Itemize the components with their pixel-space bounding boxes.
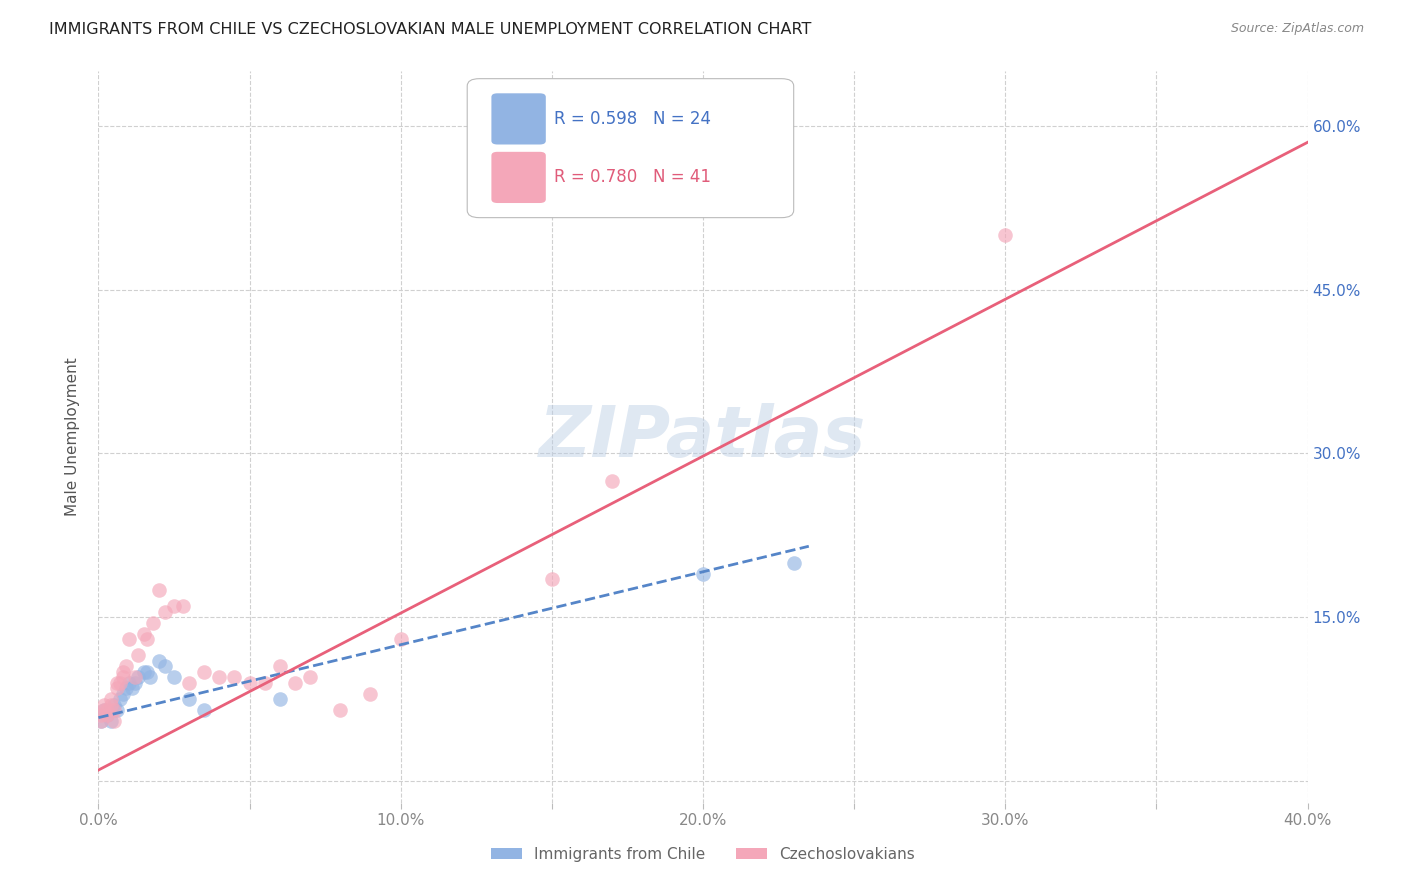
Point [111,670,134,684]
Y-axis label: Male Unemployment: Male Unemployment [65,358,80,516]
Legend: Immigrants from Chile, Czechoslovakians: Immigrants from Chile, Czechoslovakians [485,841,921,868]
Point [179,675,201,690]
Point [142,615,165,630]
Point [148,654,170,668]
Point [153,659,176,673]
Point [127,670,149,684]
Point [90,714,112,728]
Point [179,692,201,706]
Point [93,703,115,717]
Point [540,572,562,586]
Point [121,681,143,695]
Point [100,698,122,712]
Point [111,687,134,701]
Point [96,708,118,723]
Point [193,665,215,679]
Point [139,670,162,684]
Point [124,675,146,690]
Point [93,698,115,712]
Point [132,626,155,640]
Point [100,692,122,706]
Point [692,566,714,581]
Point [124,670,146,684]
Point [103,698,125,712]
Point [132,665,155,679]
Point [253,675,276,690]
Point [114,659,136,673]
Point [783,556,806,570]
Point [208,670,231,684]
Point [105,675,128,690]
Point [172,599,194,614]
Point [108,692,131,706]
Text: R = 0.780   N = 41: R = 0.780 N = 41 [554,169,711,186]
Point [118,632,141,646]
Point [329,703,352,717]
Point [100,714,122,728]
FancyBboxPatch shape [492,94,546,145]
Point [105,703,128,717]
Point [93,703,115,717]
Point [299,670,322,684]
Point [994,228,1017,243]
Point [269,692,291,706]
Point [602,474,624,488]
Text: Source: ZipAtlas.com: Source: ZipAtlas.com [1230,22,1364,36]
Point [269,659,291,673]
Point [239,675,262,690]
Text: IMMIGRANTS FROM CHILE VS CZECHOSLOVAKIAN MALE UNEMPLOYMENT CORRELATION CHART: IMMIGRANTS FROM CHILE VS CZECHOSLOVAKIAN… [49,22,811,37]
Point [224,670,246,684]
Point [135,632,157,646]
Point [148,582,170,597]
Point [105,681,128,695]
Point [90,708,112,723]
Point [163,670,186,684]
Point [389,632,412,646]
Point [103,703,125,717]
Point [96,708,118,723]
Text: R = 0.598   N = 24: R = 0.598 N = 24 [554,110,711,128]
Point [118,675,141,690]
Point [90,714,112,728]
Point [163,599,186,614]
Point [103,714,125,728]
Point [111,665,134,679]
Point [135,665,157,679]
Point [284,675,307,690]
FancyBboxPatch shape [492,152,546,203]
Point [114,681,136,695]
Point [153,605,176,619]
Point [360,687,382,701]
Point [108,675,131,690]
Point [193,703,215,717]
Text: ZIPatlas: ZIPatlas [540,402,866,472]
Point [96,703,118,717]
FancyBboxPatch shape [467,78,793,218]
Point [127,648,149,663]
